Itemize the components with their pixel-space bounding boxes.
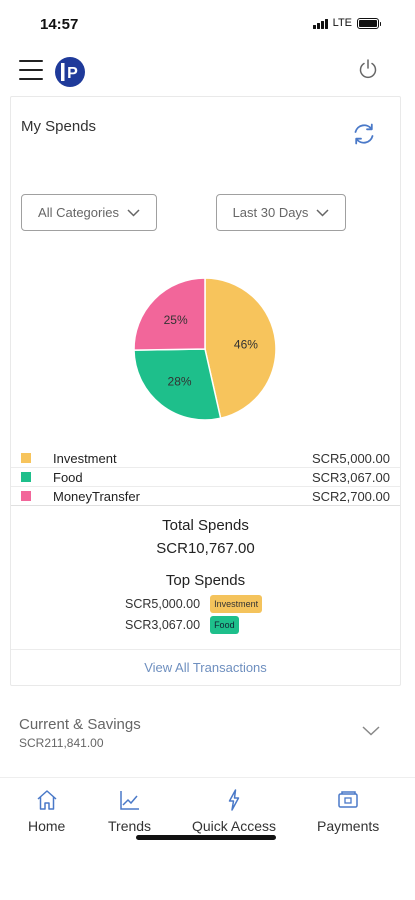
pie-slice-label: 28%	[168, 374, 192, 388]
chevron-down-icon	[127, 208, 140, 217]
category-badge: Investment	[210, 595, 263, 613]
view-all-transactions-link[interactable]: View All Transactions	[11, 649, 400, 686]
legend-swatch	[21, 472, 31, 482]
category-filter-label: All Categories	[38, 205, 119, 220]
wallet-icon	[338, 791, 358, 808]
chevron-down-icon	[362, 726, 380, 736]
account-title: Current & Savings	[19, 716, 141, 733]
logo-letter: P	[67, 65, 78, 82]
current-savings-accordion[interactable]: Current & Savings SCR211,841.00	[0, 700, 415, 778]
top-spend-amount: SCR3,067.00	[125, 618, 201, 632]
legend-amount: SCR5,000.00	[311, 451, 390, 466]
legend-label: MoneyTransfer	[53, 489, 140, 504]
category-filter-dropdown[interactable]: All Categories	[21, 194, 157, 231]
legend-row: MoneyTransfer SCR2,700.00	[11, 487, 400, 506]
card-title: My Spends	[21, 118, 97, 135]
refresh-icon[interactable]	[351, 121, 377, 147]
pie-slice-moneytransfer	[133, 277, 206, 351]
nav-trends-label: Trends	[108, 818, 152, 834]
pie-slice-label: 25%	[164, 313, 188, 327]
hamburger-menu-icon[interactable]	[19, 60, 43, 80]
nav-payments-label: Payments	[317, 818, 380, 834]
legend-swatch	[21, 491, 31, 501]
battery-icon	[357, 17, 381, 29]
period-filter-label: Last 30 Days	[232, 205, 309, 220]
total-spends-title: Total Spends	[162, 517, 249, 534]
pie-slice-label: 46%	[234, 337, 258, 351]
period-filter-dropdown[interactable]: Last 30 Days	[216, 194, 346, 231]
account-balance: SCR211,841.00	[19, 736, 104, 750]
chevron-down-icon	[316, 208, 329, 217]
home-indicator	[136, 835, 276, 840]
nav-home[interactable]: Home	[28, 788, 65, 834]
network-label: LTE	[332, 17, 352, 29]
nav-quick-access[interactable]: Quick Access	[192, 788, 276, 834]
legend-row: Food SCR3,067.00	[11, 468, 400, 487]
legend-label: Food	[53, 470, 83, 485]
legend-amount: SCR2,700.00	[311, 489, 390, 504]
home-icon	[37, 790, 57, 810]
nav-payments[interactable]: Payments	[317, 788, 379, 834]
pie-slice-food	[133, 348, 222, 421]
legend-swatch	[21, 453, 31, 463]
category-badge: Food	[210, 616, 239, 634]
signal-icon	[313, 18, 328, 29]
top-spend-row: SCR5,000.00 Investment	[125, 594, 263, 614]
trends-icon	[119, 791, 139, 810]
top-spends-title: Top Spends	[165, 572, 246, 589]
status-bar: 14:57 LTE	[0, 0, 415, 44]
top-spend-row: SCR3,067.00 Food	[125, 615, 239, 635]
my-spends-card: My Spends All Categories Last 30 Days 46…	[10, 96, 401, 686]
top-spend-amount: SCR5,000.00	[125, 597, 201, 611]
bank-logo: P	[55, 57, 85, 87]
status-time: 14:57	[40, 16, 79, 33]
lightning-icon	[228, 789, 240, 811]
legend-label: Investment	[53, 451, 117, 466]
legend-amount: SCR3,067.00	[311, 470, 390, 485]
bottom-navigation: Home Trends Quick Access Payments	[0, 780, 415, 840]
pie-slice-investment	[204, 277, 277, 420]
spends-pie-chart: 46% 28% 25%	[133, 277, 277, 421]
spends-legend: Investment SCR5,000.00 Food SCR3,067.00 …	[11, 449, 400, 506]
status-indicators: LTE	[313, 17, 381, 29]
total-spends-value: SCR10,767.00	[156, 540, 255, 557]
legend-row: Investment SCR5,000.00	[11, 449, 400, 468]
power-icon[interactable]	[357, 58, 379, 80]
app-header: P	[0, 48, 415, 94]
nav-home-label: Home	[28, 818, 66, 834]
nav-trends[interactable]: Trends	[108, 788, 151, 834]
nav-quick-access-label: Quick Access	[192, 818, 277, 834]
